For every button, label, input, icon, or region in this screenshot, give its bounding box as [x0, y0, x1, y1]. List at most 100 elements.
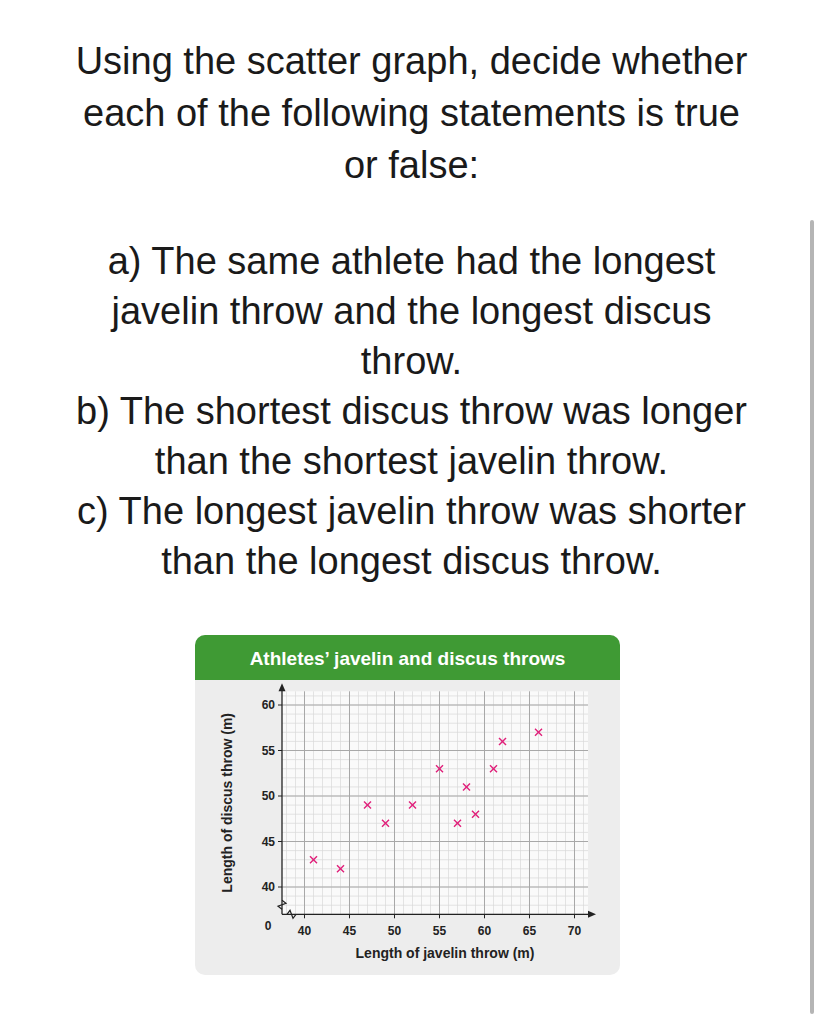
grid-line: [574, 691, 575, 914]
point-stroke: [382, 820, 389, 827]
grid-line: [349, 691, 350, 914]
y-tick: [278, 750, 282, 751]
point: [310, 856, 317, 863]
grid-line: [282, 796, 588, 797]
axis-break: [287, 910, 296, 918]
minor-grid: [282, 814, 588, 815]
question-text: than the shortest javelin throw.: [0, 440, 823, 483]
point-stroke: [499, 738, 506, 745]
question-text: throw.: [0, 340, 823, 383]
minor-grid: [282, 877, 588, 878]
minor-grid: [282, 750, 588, 751]
minor-grid: [385, 691, 386, 914]
grid-line: [282, 841, 588, 842]
grid-line: [484, 691, 485, 914]
minor-grid: [358, 691, 359, 914]
minor-grid: [282, 786, 588, 787]
grid-line: [304, 691, 305, 914]
x-tick-label: 70: [568, 924, 582, 938]
minor-grid: [282, 850, 588, 851]
minor-grid: [403, 691, 404, 914]
minor-grid: [511, 691, 512, 914]
point: [436, 765, 443, 772]
minor-grid: [282, 768, 588, 769]
minor-grid: [475, 691, 476, 914]
y-tick-label: 60: [262, 698, 276, 712]
point-stroke: [364, 802, 371, 809]
minor-grid: [421, 691, 422, 914]
minor-grid: [282, 805, 588, 806]
question-text: c) The longest javelin throw was shorter: [0, 490, 823, 533]
question-text: or false:: [0, 144, 823, 187]
minor-grid: [448, 691, 449, 914]
point-stroke: [472, 811, 479, 818]
y-label: Length of discus throw (m): [219, 713, 235, 893]
x-tick: [394, 914, 395, 918]
minor-grid: [282, 796, 588, 797]
y-tick: [278, 796, 282, 797]
minor-grid: [484, 691, 485, 914]
scrollbar: [810, 220, 814, 1014]
x-arrow: [588, 911, 596, 918]
minor-grid: [282, 723, 588, 724]
x-tick: [574, 914, 575, 918]
point-stroke: [382, 820, 389, 827]
grid-line: [529, 691, 530, 914]
x-tick-label: 65: [523, 924, 537, 938]
minor-grid: [349, 691, 350, 914]
question-text: Using the scatter graph, decide whether: [0, 40, 823, 83]
question-text: than the longest discus throw.: [0, 540, 823, 583]
chart: Athletes’ javelin and discus throws04045…: [0, 0, 823, 1014]
grid-line: [282, 887, 588, 888]
x-tick: [439, 914, 440, 918]
x-tick: [304, 914, 305, 918]
point-stroke: [310, 856, 317, 863]
x-tick-label: 50: [388, 924, 402, 938]
minor-grid: [282, 777, 588, 778]
minor-grid: [282, 714, 588, 715]
title: Athletes’ javelin and discus throws: [250, 648, 566, 669]
question-text: b) The shortest discus throw was longer: [0, 390, 823, 433]
minor-grid: [340, 691, 341, 914]
point: [463, 783, 470, 790]
minor-grid: [556, 691, 557, 914]
minor-grid: [322, 691, 323, 914]
point-stroke: [436, 765, 443, 772]
point: [337, 865, 344, 872]
minor-grid: [282, 841, 588, 842]
minor-grid: [430, 691, 431, 914]
minor-grid: [282, 905, 588, 906]
panel-bg: [195, 635, 620, 975]
points: [310, 729, 542, 873]
x-tick: [349, 914, 350, 918]
x-label: Length of javelin throw (m): [356, 945, 535, 961]
point: [472, 811, 479, 818]
minor-grid: [574, 691, 575, 914]
y-tick-label: 55: [262, 744, 276, 758]
point: [364, 802, 371, 809]
y-tick-label: 40: [262, 880, 276, 894]
minor-grid: [367, 691, 368, 914]
point: [409, 802, 416, 809]
minor-grid: [376, 691, 377, 914]
point-stroke: [490, 765, 497, 772]
minor-grid: [282, 823, 588, 824]
point-stroke: [454, 820, 461, 827]
grid-line: [394, 691, 395, 914]
question-text: javelin throw and the longest discus: [0, 290, 823, 333]
x-tick: [529, 914, 530, 918]
point-stroke: [454, 820, 461, 827]
point-stroke: [463, 783, 470, 790]
minor-grid: [282, 887, 588, 888]
minor-grid: [295, 691, 296, 914]
point-stroke: [364, 802, 371, 809]
y-axis: [281, 687, 282, 914]
grid-line: [282, 750, 588, 751]
point-stroke: [463, 783, 470, 790]
point: [499, 738, 506, 745]
point-stroke: [409, 802, 416, 809]
point-stroke: [535, 729, 542, 736]
x-axis: [282, 914, 592, 915]
point: [490, 765, 497, 772]
point: [382, 820, 389, 827]
